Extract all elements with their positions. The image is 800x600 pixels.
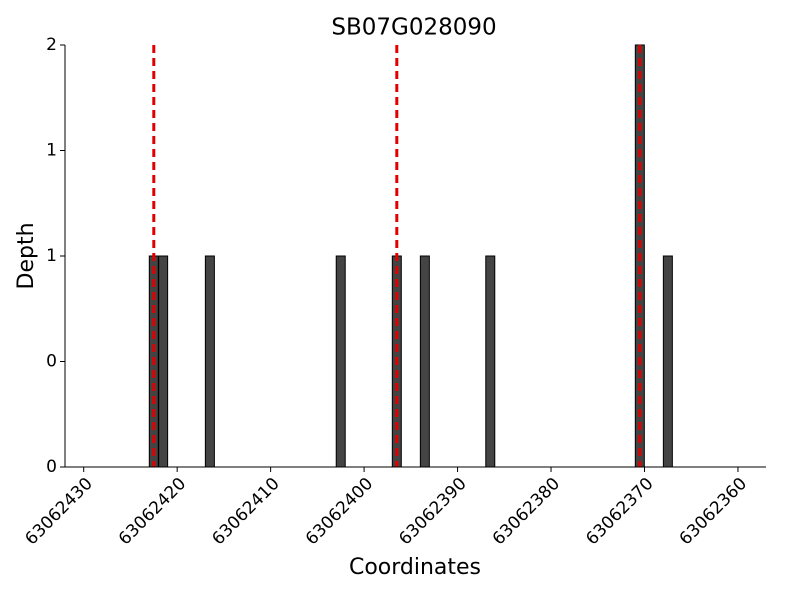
y-tick-label: 2 [46,35,57,55]
x-tick-label: 63062420 [115,474,190,549]
chart-title: SB07G028090 [331,15,496,41]
bar [419,255,430,468]
y-tick-label: 1 [46,141,57,161]
x-tick-label: 63062430 [21,474,96,549]
x-tick-label: 63062380 [489,474,564,549]
x-tick-label: 63062360 [676,474,751,549]
x-tick-label: 63062410 [208,474,283,549]
y-tick-label: 0 [46,457,57,477]
x-tick-label: 63062400 [302,474,377,549]
bar [158,255,169,468]
bar [485,255,496,468]
bar [335,255,346,468]
x-tick-label: 63062390 [395,474,470,549]
x-axis-label: Coordinates [349,555,481,580]
y-axis-label: Depth [14,222,39,289]
x-tick-label: 63062370 [582,474,657,549]
y-tick-label: 1 [46,246,57,266]
bar [204,255,215,468]
y-tick-label: 0 [46,352,57,372]
bar [662,255,673,468]
